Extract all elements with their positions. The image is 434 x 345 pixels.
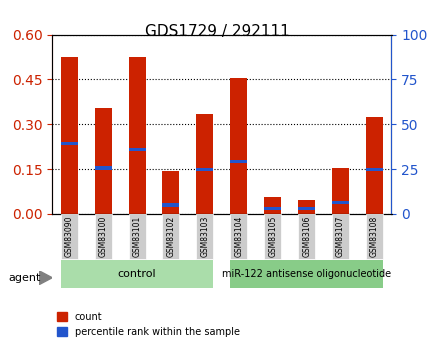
Bar	[128, 148, 145, 151]
Polygon shape	[39, 271, 52, 285]
Text: GSM83102: GSM83102	[166, 216, 175, 257]
FancyBboxPatch shape	[196, 214, 213, 259]
Legend: count, percentile rank within the sample: count, percentile rank within the sample	[57, 312, 239, 337]
Text: GSM83101: GSM83101	[132, 216, 141, 257]
Text: miR-122 antisense oligonucleotide: miR-122 antisense oligonucleotide	[222, 269, 390, 279]
Text: control: control	[118, 269, 156, 279]
Bar	[332, 168, 348, 214]
FancyBboxPatch shape	[162, 214, 179, 259]
Bar	[95, 108, 111, 214]
Text: GDS1729 / 292111: GDS1729 / 292111	[145, 24, 289, 39]
Text: GSM83107: GSM83107	[335, 216, 344, 257]
Text: GSM83103: GSM83103	[200, 216, 209, 257]
FancyBboxPatch shape	[264, 214, 281, 259]
Bar	[365, 117, 382, 214]
Bar	[298, 200, 314, 214]
Bar	[128, 57, 145, 214]
Bar	[298, 207, 314, 210]
Bar	[196, 114, 213, 214]
FancyBboxPatch shape	[95, 214, 111, 259]
Text: agent: agent	[9, 273, 41, 283]
Text: GSM83106: GSM83106	[302, 216, 310, 257]
FancyBboxPatch shape	[128, 214, 145, 259]
FancyBboxPatch shape	[332, 214, 349, 259]
Text: GSM83108: GSM83108	[369, 216, 378, 257]
Text: GSM83105: GSM83105	[268, 216, 276, 257]
Bar	[61, 57, 78, 214]
Bar	[230, 160, 247, 164]
Bar	[230, 78, 247, 214]
FancyBboxPatch shape	[61, 260, 213, 288]
Bar	[264, 207, 281, 210]
Text: GSM83090: GSM83090	[65, 216, 73, 257]
Text: GSM83100: GSM83100	[99, 216, 107, 257]
FancyBboxPatch shape	[230, 214, 247, 259]
Text: GSM83104: GSM83104	[234, 216, 243, 257]
Bar	[95, 166, 111, 170]
Bar	[162, 171, 179, 214]
Bar	[332, 201, 348, 204]
FancyBboxPatch shape	[61, 214, 78, 259]
Bar	[365, 168, 382, 171]
Bar	[196, 168, 213, 171]
FancyBboxPatch shape	[365, 214, 382, 259]
Bar	[61, 142, 78, 146]
FancyBboxPatch shape	[298, 214, 315, 259]
Bar	[264, 197, 281, 214]
FancyBboxPatch shape	[230, 260, 382, 288]
Bar	[162, 203, 179, 207]
